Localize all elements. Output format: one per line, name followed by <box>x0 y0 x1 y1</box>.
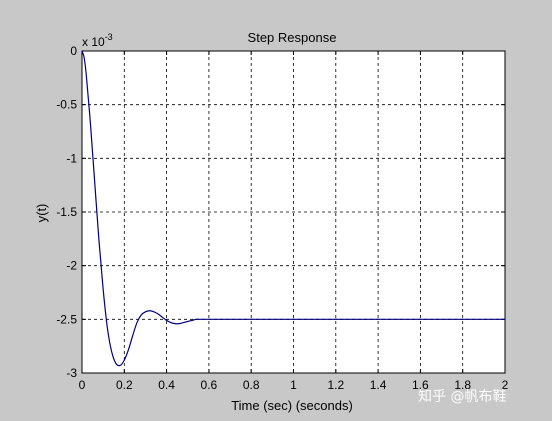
x-tick-label: 1.2 <box>327 378 344 392</box>
x-tick-label: 1 <box>290 378 297 392</box>
y-tick-label: -3 <box>66 366 77 380</box>
y-multiplier-base: x 10 <box>82 35 105 49</box>
y-tick-label: -2 <box>66 259 77 273</box>
y-multiplier-exponent: -3 <box>105 32 113 42</box>
x-tick-label: 0.2 <box>116 378 133 392</box>
x-tick-label: 1.6 <box>412 378 429 392</box>
y-tick-label: -0.5 <box>56 98 77 112</box>
x-tick-label: 0 <box>79 378 86 392</box>
chart-title: Step Response <box>248 30 337 45</box>
x-tick-label: 1.4 <box>370 378 387 392</box>
y-tick-label: -1.5 <box>56 205 77 219</box>
x-tick-label: 2 <box>502 378 509 392</box>
y-axis-label: y(t) <box>34 204 49 223</box>
y-tick-label: -1 <box>66 151 77 165</box>
watermark: 知乎 @帆布鞋 <box>418 388 506 405</box>
x-axis-label: Time (sec) (seconds) <box>231 398 353 413</box>
y-tick-labels: 0 -0.5 -1 -1.5 -2 -2.5 -3 <box>56 44 77 380</box>
y-multiplier: x 10-3 <box>82 32 113 49</box>
x-tick-labels: 0 0.2 0.4 0.6 0.8 1 1.2 1.4 1.6 1.8 2 <box>79 378 509 392</box>
series-line <box>81 50 505 367</box>
x-tick-label: 0.6 <box>201 378 218 392</box>
tick-marks <box>81 50 506 374</box>
x-tick-label: 0.8 <box>243 378 260 392</box>
x-tick-label: 0.4 <box>158 378 175 392</box>
x-tick-label: 1.8 <box>454 378 471 392</box>
y-tick-label: 0 <box>70 44 77 58</box>
y-tick-label: -2.5 <box>56 312 77 326</box>
